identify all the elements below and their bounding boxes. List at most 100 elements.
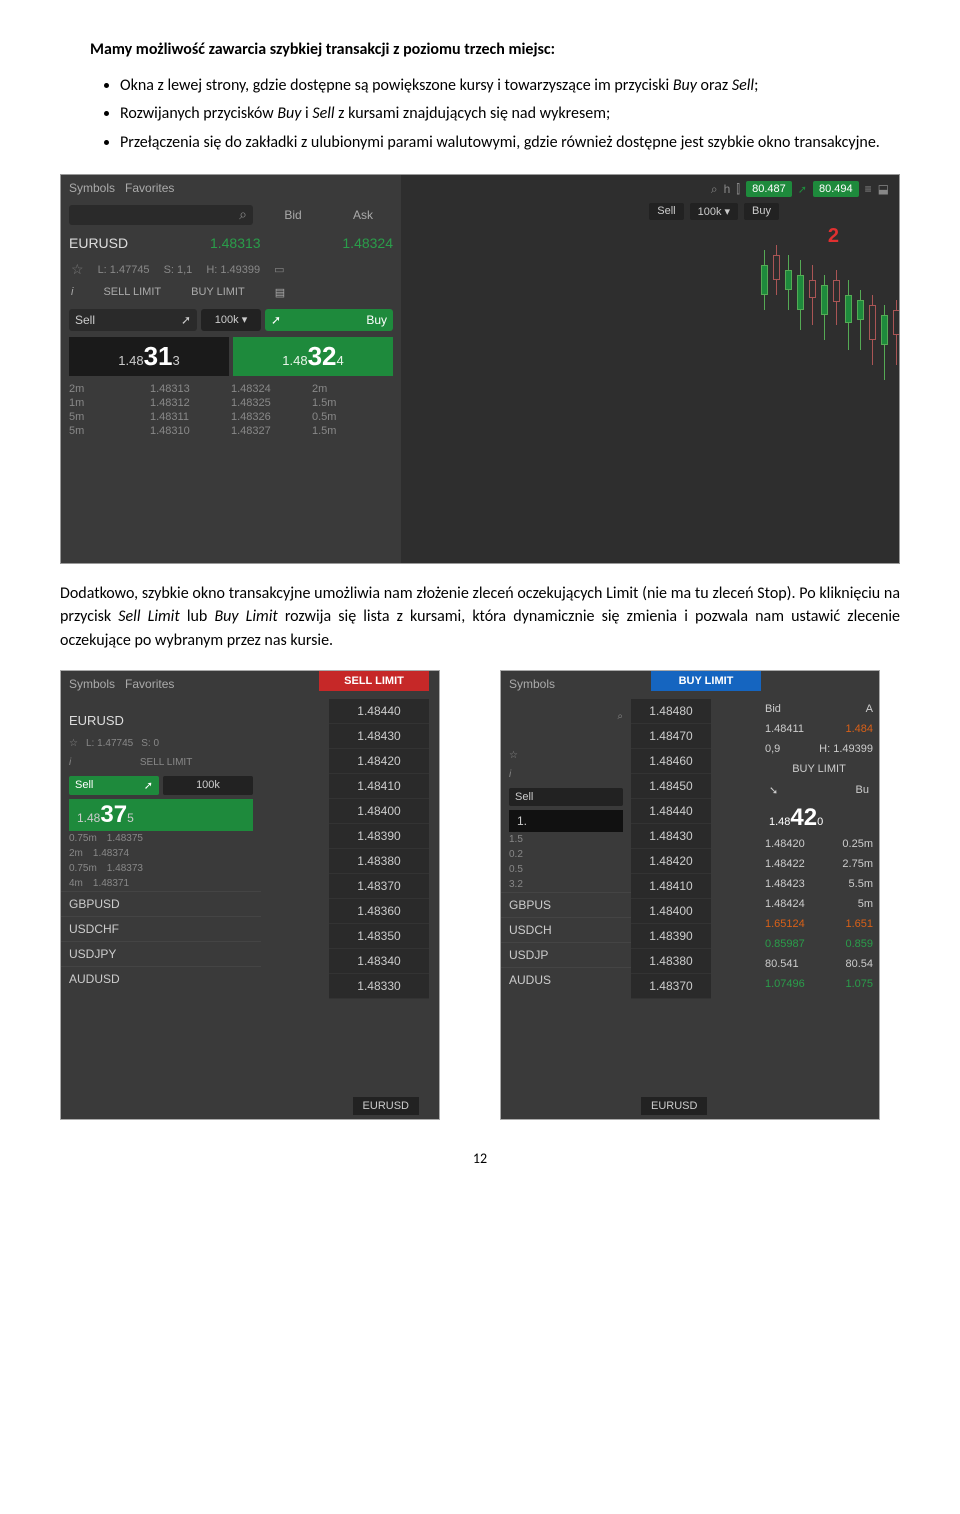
tab-symbols[interactable]: Symbols	[69, 181, 115, 195]
sell-button[interactable]: Sell	[509, 788, 623, 806]
info-icon[interactable]: i	[71, 286, 73, 299]
bullet-2: Rozwijanych przycisków Buy i Sell z kurs…	[120, 103, 900, 125]
bottom-symbol: EURUSD	[641, 1097, 707, 1115]
info-icon[interactable]: i	[509, 769, 511, 780]
symbol-item[interactable]: AUDUS	[501, 967, 631, 992]
high-value: H: 1.49399	[206, 264, 260, 276]
price-level[interactable]: 1.48360	[329, 899, 429, 924]
spread-value: S: 0	[141, 738, 159, 749]
price-level[interactable]: 1.48400	[329, 799, 429, 824]
price-level[interactable]: 1.48480	[631, 699, 711, 724]
symbol-item[interactable]: GBPUSD	[61, 891, 261, 916]
sell-limit-label[interactable]: SELL LIMIT	[79, 757, 253, 768]
sell-limit-header[interactable]: SELL LIMIT	[319, 671, 429, 691]
symbol-label: EURUSD	[61, 707, 261, 734]
chart-volume-select[interactable]: 100k ▾	[690, 203, 738, 220]
symbol-row[interactable]: EURUSD 1.48313 1.48324	[61, 229, 401, 257]
mini-row: 1.484222.75m	[759, 854, 879, 874]
para-mid: Dodatkowo, szybkie okno transakcyjne umo…	[60, 582, 900, 652]
price-level[interactable]: 1.48400	[631, 899, 711, 924]
bid-header: Bid	[765, 703, 781, 715]
info-icon[interactable]: i	[69, 757, 71, 768]
price-level[interactable]: 1.48410	[329, 774, 429, 799]
quote-row: 0.859870.859	[759, 934, 879, 954]
price-level[interactable]: 1.48420	[631, 849, 711, 874]
star-icon[interactable]: ☆	[71, 261, 84, 278]
symbol-item[interactable]: USDJP	[501, 942, 631, 967]
price-level[interactable]: 1.48390	[631, 924, 711, 949]
buy-limit-label[interactable]: BUY LIMIT	[792, 763, 846, 775]
tab-favorites[interactable]: Favorites	[125, 181, 174, 195]
tab-symbols[interactable]: Symbols	[509, 677, 555, 691]
price-level[interactable]: 1.48330	[329, 974, 429, 999]
price-level[interactable]: 1.48410	[631, 874, 711, 899]
mini-row: 0.5	[501, 862, 631, 877]
candlestick-chart	[761, 245, 889, 553]
high-val: H: 1.49399	[819, 743, 873, 755]
volume-select[interactable]: 100k ▾	[201, 309, 261, 331]
buy-button[interactable]: ➚Buy	[265, 309, 393, 331]
star-icon[interactable]: ☆	[509, 750, 518, 761]
chart-tool-icon[interactable]: h	[724, 182, 731, 196]
quote-row: 1.074961.075	[759, 974, 879, 994]
price-level[interactable]: 1.48470	[631, 724, 711, 749]
buy-limit-label[interactable]: BUY LIMIT	[191, 286, 245, 299]
search-input[interactable]	[69, 205, 253, 225]
symbol-item[interactable]: AUDUSD	[61, 966, 261, 991]
ask-header: A	[866, 703, 873, 715]
price-level[interactable]: 1.48440	[631, 799, 711, 824]
price-level[interactable]: 1.48340	[329, 949, 429, 974]
price-level[interactable]: 1.48390	[329, 824, 429, 849]
quote-1: 80.487	[746, 181, 792, 197]
volume-select[interactable]: 100k	[163, 776, 253, 795]
symbol-item[interactable]: GBPUS	[501, 892, 631, 917]
price-level[interactable]: 1.48420	[329, 749, 429, 774]
buy-button[interactable]: ➘Bu	[763, 781, 875, 800]
price-level[interactable]: 1.48440	[329, 699, 429, 724]
price-level[interactable]: 1.48380	[631, 949, 711, 974]
ladder-row: 2m1.483131.483242m	[69, 382, 393, 396]
star-icon[interactable]: ☆	[69, 738, 78, 749]
chart-sell-button[interactable]: Sell	[649, 203, 683, 220]
price-level[interactable]: 1.48460	[631, 749, 711, 774]
price-level[interactable]: 1.48430	[631, 824, 711, 849]
search-icon[interactable]: ⌕	[617, 711, 623, 722]
chart-icon[interactable]: ▭	[274, 263, 284, 276]
settings-icon[interactable]: ≡	[865, 182, 872, 196]
price-level[interactable]: 1.48430	[329, 724, 429, 749]
ask-header: Ask	[333, 208, 393, 222]
sell-price-box[interactable]: 1.48375	[69, 799, 253, 831]
price-level[interactable]: 1.48370	[329, 874, 429, 899]
mini-row: 1.5	[501, 832, 631, 847]
tab-favorites[interactable]: Favorites	[125, 677, 174, 691]
buy-price-box[interactable]: 1.48324	[233, 337, 393, 376]
mini-row: 0.75m1.48375	[61, 831, 261, 846]
sell-limit-label[interactable]: SELL LIMIT	[103, 286, 161, 299]
list-icon[interactable]: ▤	[275, 286, 285, 299]
sell-button[interactable]: Sell➚	[69, 309, 197, 331]
price-level[interactable]: 1.48350	[329, 924, 429, 949]
sell-button[interactable]: Sell➚	[69, 776, 159, 795]
delta-val: 0,9	[765, 743, 780, 755]
tab-symbols[interactable]: Symbols	[69, 677, 115, 691]
mini-row: 1.484245m	[759, 894, 879, 914]
chart-buy-button[interactable]: Buy	[744, 203, 779, 220]
price-level[interactable]: 1.48450	[631, 774, 711, 799]
symbol-item[interactable]: USDJPY	[61, 941, 261, 966]
mini-row: 4m1.48371	[61, 876, 261, 891]
arrow-icon: ➚	[181, 313, 191, 327]
chart-tool-icon[interactable]: ⫿	[736, 182, 740, 197]
fullscreen-icon[interactable]: ⬓	[878, 182, 889, 196]
page-number: 12	[60, 1150, 900, 1167]
symbol-item[interactable]: USDCHF	[61, 916, 261, 941]
buy-limit-header[interactable]: BUY LIMIT	[651, 671, 761, 691]
quote-2: 80.494	[813, 181, 859, 197]
symbol-item[interactable]: USDCH	[501, 917, 631, 942]
ladder-row: 5m1.483101.483271.5m	[69, 424, 393, 438]
price-level[interactable]: 1.48380	[329, 849, 429, 874]
buy-price-box[interactable]: 1.48420	[763, 802, 875, 834]
price-level[interactable]: 1.48370	[631, 974, 711, 999]
chart-tool-icon[interactable]: ⌕	[711, 182, 718, 197]
mini-row: 2m1.48374	[61, 846, 261, 861]
sell-price-box[interactable]: 1.48313	[69, 337, 229, 376]
